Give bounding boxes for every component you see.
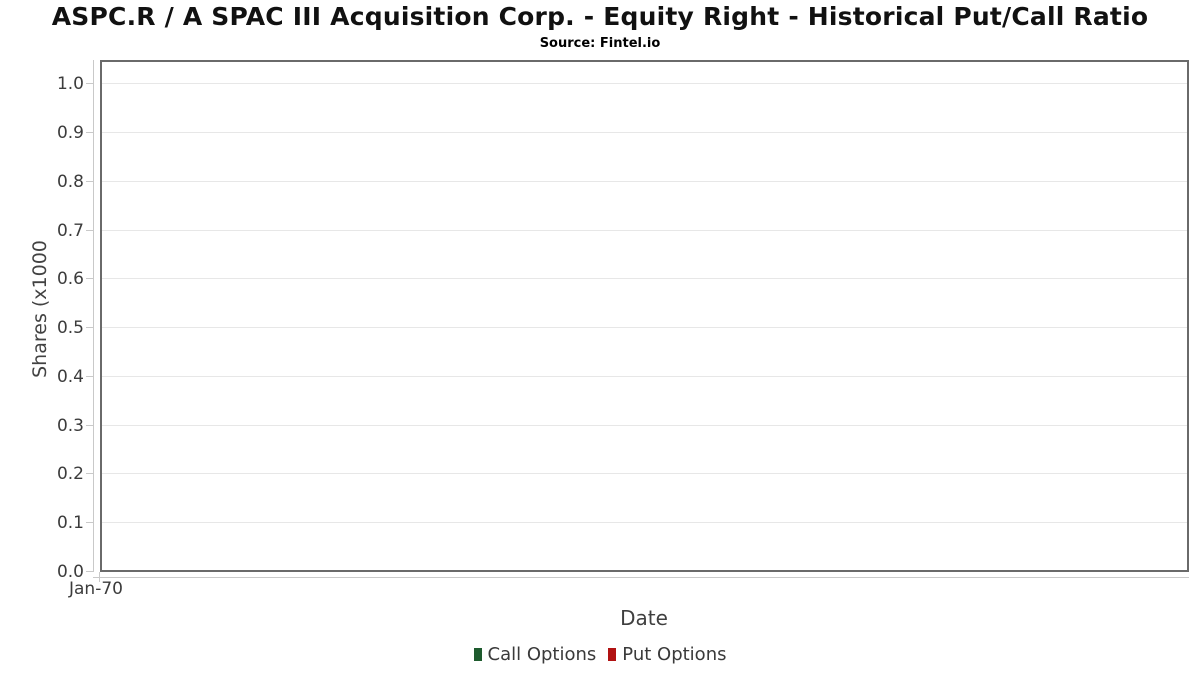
legend-item-put-options[interactable]: Put Options [608, 644, 726, 665]
y-tick-label: 0.5 [56, 318, 84, 339]
y-tick-mark [86, 327, 93, 329]
y-tick-label: 0.6 [56, 269, 84, 290]
y-axis-line [93, 60, 94, 572]
y-tick-label: 0.0 [56, 562, 84, 582]
y-tick-label: 0.8 [56, 171, 84, 192]
y-tick-mark [86, 424, 93, 426]
gridline [102, 424, 1187, 426]
gridline [102, 278, 1187, 280]
y-tick-label: 0.4 [56, 366, 84, 387]
x-tick-mark [99, 572, 100, 582]
y-tick-label: 1.0 [56, 74, 84, 95]
legend-marker-icon [473, 648, 482, 661]
gridline [102, 132, 1187, 134]
y-tick-mark [86, 229, 93, 231]
plot-area [100, 60, 1189, 572]
gridline [102, 375, 1187, 377]
gridline [102, 522, 1187, 524]
y-tick-mark [86, 83, 93, 85]
y-tick-label: 0.1 [56, 513, 84, 534]
y-tick-mark [86, 180, 93, 182]
y-tick-label: 0.2 [56, 464, 84, 485]
legend-item-call-options[interactable]: Call Options [473, 644, 597, 665]
chart-title: ASPC.R / A SPAC III Acquisition Corp. - … [51, 2, 1149, 31]
y-tick-mark [86, 473, 93, 475]
y-tick-mark [86, 571, 93, 572]
gridline [102, 83, 1187, 85]
y-axis-title: Shares (x1000 [29, 240, 51, 378]
legend-marker-icon [608, 648, 617, 661]
y-tick-label: 0.9 [56, 123, 84, 144]
y-tick-label: 0.7 [56, 220, 84, 241]
legend-label: Call Options [487, 644, 597, 665]
legend-label: Put Options [622, 644, 727, 665]
y-tick-mark [86, 522, 93, 524]
x-tick-label: Jan-70 [69, 579, 123, 599]
gridline [102, 180, 1187, 182]
y-tick-mark [86, 375, 93, 377]
gridline [102, 327, 1187, 329]
chart-subtitle: Source: Fintel.io [539, 36, 661, 51]
x-axis-title: Date [620, 606, 668, 630]
gridline [102, 473, 1187, 475]
legend: Call Options Put Options [0, 644, 1200, 665]
y-tick-label: 0.3 [56, 415, 84, 436]
y-tick-mark [86, 278, 93, 280]
x-axis-line [93, 577, 1189, 578]
y-tick-mark [86, 132, 93, 134]
gridline [102, 229, 1187, 231]
